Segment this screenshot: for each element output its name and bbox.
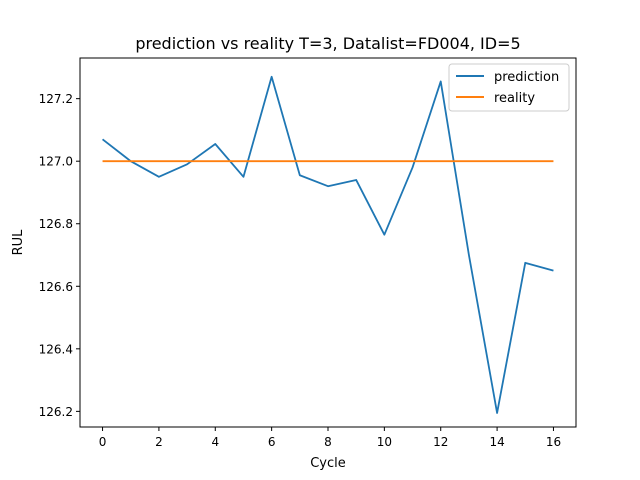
x-tick-label: 16: [546, 435, 561, 449]
x-tick-label: 4: [211, 435, 219, 449]
plot-area-frame: [79, 57, 577, 428]
x-tick-label: 10: [377, 435, 392, 449]
y-tick-label: 127.0: [39, 155, 73, 169]
legend-label-reality: reality: [494, 91, 535, 106]
x-tick-label: 8: [324, 435, 332, 449]
y-tick-label: 126.4: [39, 342, 73, 356]
y-tick-label: 126.8: [39, 217, 73, 231]
chart-title: prediction vs reality T=3, Datalist=FD00…: [135, 34, 520, 53]
y-axis-label: RUL: [11, 229, 26, 256]
x-axis-label: Cycle: [310, 456, 346, 471]
series-layer: [101, 75, 554, 414]
y-tick-label: 127.2: [39, 92, 73, 106]
x-tick-label: 14: [489, 435, 504, 449]
x-tick-label: 6: [268, 435, 276, 449]
y-axis: 126.2 126.4 126.6 126.8 127.0 127.2: [39, 92, 80, 419]
y-tick-label: 126.2: [39, 405, 73, 419]
x-tick-label: 2: [155, 435, 163, 449]
series-line-prediction: [101, 75, 554, 414]
legend-label-prediction: prediction: [494, 70, 559, 85]
legend: prediction reality: [448, 63, 570, 112]
y-tick-label: 126.6: [39, 280, 73, 294]
x-axis: 0 2 4 6 8 10 12 14 16: [99, 427, 561, 449]
x-tick-label: 0: [99, 435, 107, 449]
x-tick-label: 12: [433, 435, 448, 449]
